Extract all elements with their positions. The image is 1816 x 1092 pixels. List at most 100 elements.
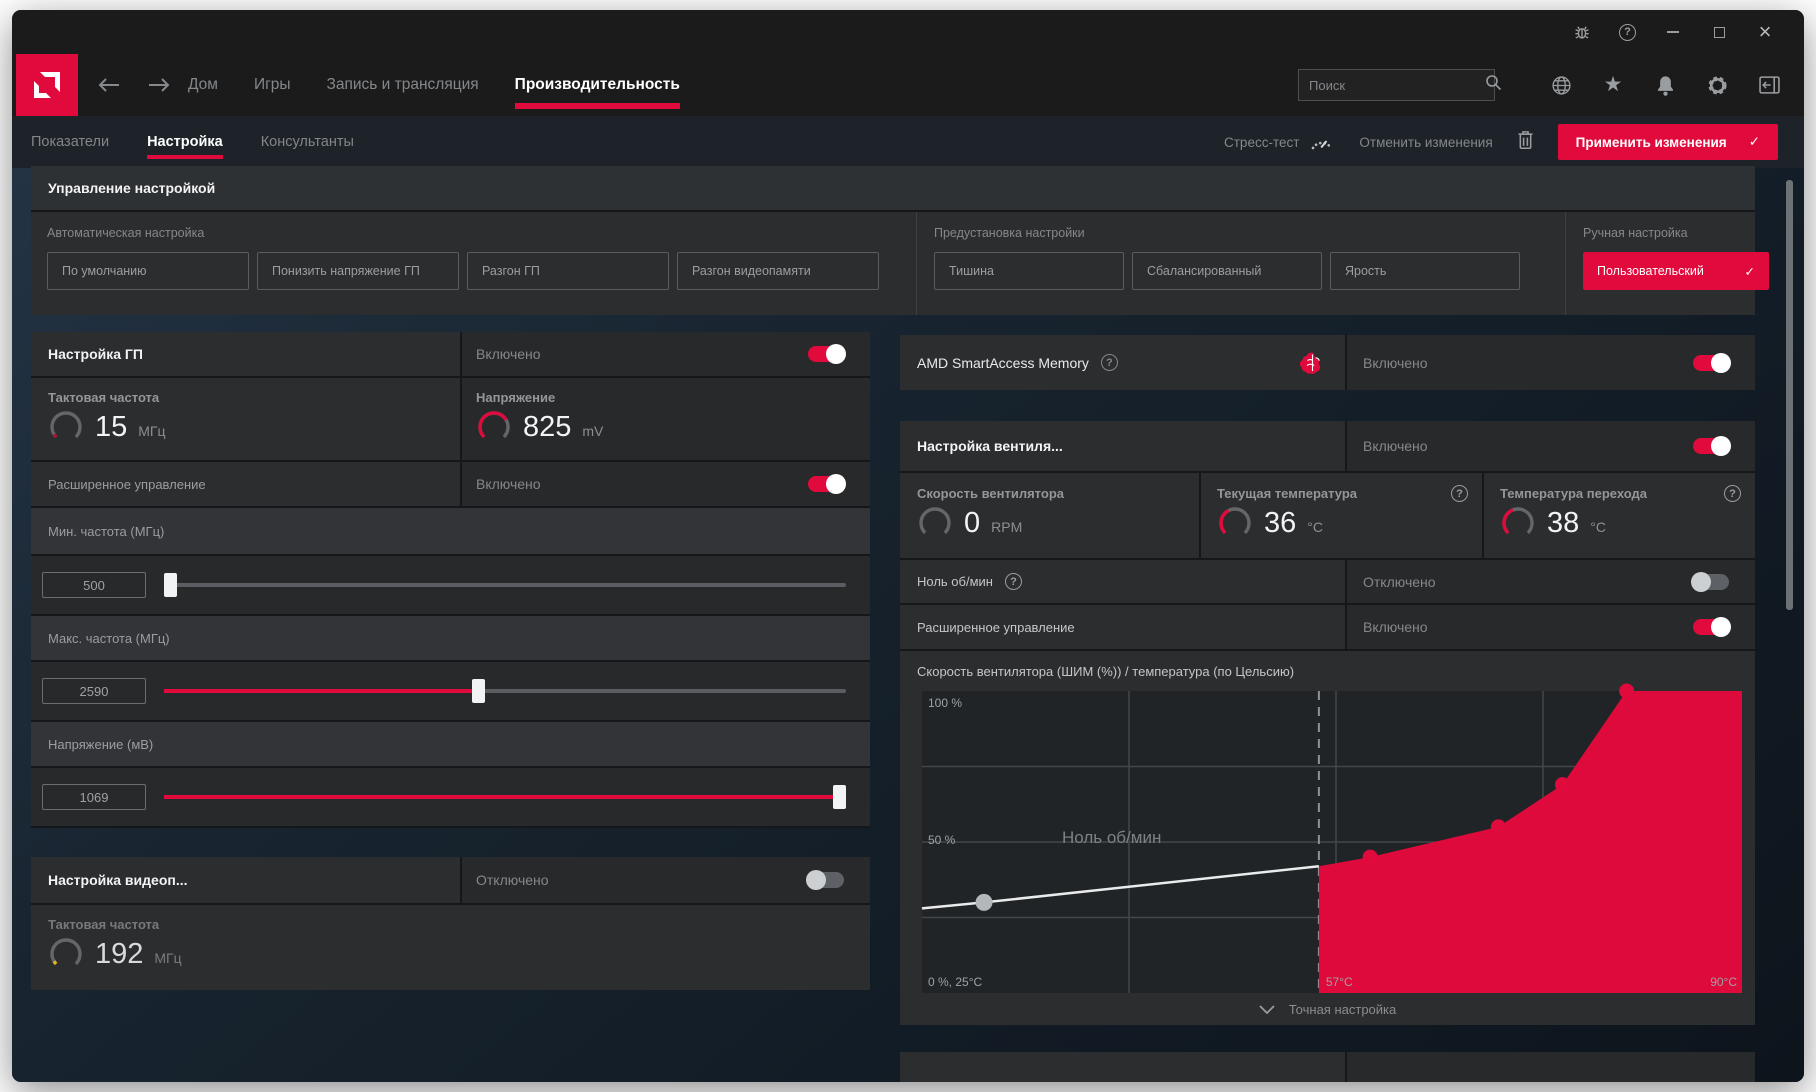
amd-radeon-logo[interactable] <box>16 54 78 116</box>
gpu-tuning-title: Настройка ГП <box>48 346 143 362</box>
smart-access-toggle[interactable] <box>1693 352 1731 373</box>
vram-tuning-toggle[interactable] <box>806 870 844 890</box>
zero-rpm-help-icon[interactable]: ? <box>1004 573 1022 590</box>
zero-rpm-label-cell: Ноль об/мин ? <box>900 560 1345 603</box>
gpu-advanced-status-cell: Включено <box>462 462 870 506</box>
minimize-button[interactable] <box>1664 23 1682 41</box>
search-icon[interactable] <box>1485 74 1502 96</box>
min-freq-label-row: Мин. частота (МГц) <box>31 508 870 554</box>
trash-icon[interactable] <box>1517 130 1534 155</box>
min-freq-slider[interactable] <box>164 573 846 597</box>
vram-status-cell: Отключено <box>462 857 870 903</box>
junction-temp-help-icon[interactable]: ? <box>1724 485 1741 502</box>
smart-access-help-icon[interactable]: ? <box>1100 354 1118 371</box>
main-tabs: Дом Игры Запись и трансляция Производите… <box>188 54 681 116</box>
title-bar: ? × <box>12 10 1804 54</box>
globe-icon[interactable] <box>1550 74 1572 96</box>
close-button[interactable]: × <box>1758 19 1772 44</box>
fan-tuning-toggle[interactable] <box>1693 436 1731 456</box>
gpu-voltage-cell: Напряжение 825 mV <box>462 378 870 460</box>
tab-games[interactable]: Игры <box>253 76 291 93</box>
current-temp-value: 36 <box>1264 506 1297 539</box>
tab-tuning[interactable]: Настройка <box>147 116 223 168</box>
max-freq-slider-handle[interactable] <box>471 679 485 703</box>
check-icon: ✓ <box>1744 264 1755 279</box>
tab-performance[interactable]: Производительность <box>514 54 681 116</box>
fine-tuning-bar[interactable]: Точная настройка <box>900 993 1755 1025</box>
bug-report-icon[interactable] <box>1573 23 1591 41</box>
zero-rpm-status: Отключено <box>1363 573 1436 590</box>
junction-temp-cell: Температура перехода ? 38 °C <box>1484 473 1755 558</box>
overclock-vram-button[interactable]: Разгон видеопамяти <box>677 252 879 290</box>
vram-clock-gauge-icon <box>50 938 82 966</box>
current-temp-gauge-icon <box>1219 507 1251 535</box>
sub-nav-actions: Стресс-тест Отменить изменения Применить… <box>1224 116 1778 168</box>
min-freq-input[interactable] <box>42 572 146 598</box>
gpu-advanced-toggle[interactable] <box>808 474 846 494</box>
stress-test-button[interactable]: Стресс-тест <box>1224 133 1335 151</box>
min-freq-slider-handle[interactable] <box>164 573 177 597</box>
gpu-advanced-label-cell: Расширенное управление <box>31 462 460 506</box>
manual-tuning-label: Ручная настройка <box>1583 226 1688 240</box>
fan-chart-title-row: Скорость вентилятора (ШИМ (%)) / темпера… <box>900 651 1755 691</box>
max-freq-input[interactable] <box>42 678 146 704</box>
zero-rpm-toggle[interactable] <box>1691 571 1729 592</box>
current-temp-label: Текущая температура <box>1217 486 1358 501</box>
fan-curve-svg[interactable] <box>921 683 1742 993</box>
max-freq-slider[interactable] <box>164 679 846 703</box>
vram-tuning-card: Настройка видеоп... Отключено Тактовая ч… <box>31 857 870 990</box>
next-card-row <box>900 1052 1755 1082</box>
next-card-left-cell <box>900 1052 1345 1082</box>
search-input[interactable] <box>1309 77 1485 93</box>
fan-curve-chart[interactable]: 100 % 50 % Ноль об/мин 0 %, 25°C 57°C 90… <box>921 683 1742 993</box>
current-temp-unit: °C <box>1307 519 1323 535</box>
y-tick-50: 50 % <box>928 833 956 847</box>
auto-tuning-section: Автоматическая настройка По умолчанию По… <box>31 212 917 315</box>
fan-status-cell: Включено <box>1347 421 1755 471</box>
custom-profile-label: Пользовательский <box>1597 264 1704 278</box>
performance-sub-nav: Показатели Настройка Консультанты Стресс… <box>12 116 1804 168</box>
collapse-panel-icon[interactable] <box>1758 74 1780 96</box>
zero-rpm-row: Ноль об/мин ? Отключено <box>900 560 1755 603</box>
gpu-advanced-label: Расширенное управление <box>48 476 206 492</box>
tab-metrics[interactable]: Показатели <box>31 134 110 150</box>
fan-advanced-toggle[interactable] <box>1693 617 1731 637</box>
current-temp-help-icon[interactable]: ? <box>1451 485 1468 502</box>
tab-record-stream[interactable]: Запись и трансляция <box>326 76 479 93</box>
fan-chart-plot-wrap: 100 % 50 % Ноль об/мин 0 %, 25°C 57°C 90… <box>900 683 1755 993</box>
forward-arrow-icon[interactable] <box>148 77 170 93</box>
y-tick-100: 100 % <box>928 696 963 710</box>
tab-home[interactable]: Дом <box>188 76 218 93</box>
rage-preset-button[interactable]: Ярость <box>1330 252 1520 290</box>
favorites-star-icon[interactable]: ★ <box>1603 73 1623 96</box>
tuning-control-header: Управление настройкой <box>31 166 1755 210</box>
zero-rpm-label: Ноль об/мин <box>917 574 993 589</box>
balanced-preset-button[interactable]: Сбалансированный <box>1132 252 1322 290</box>
scrollbar-thumb[interactable] <box>1786 180 1793 610</box>
fan-header-row: Настройка вентиля... Включено <box>900 421 1755 471</box>
preset-tuning-label: Предустановка настройки <box>934 226 1085 240</box>
main-nav-bar: Дом Игры Запись и трансляция Производите… <box>12 54 1804 116</box>
undervolt-gpu-button[interactable]: Понизить напряжение ГП <box>257 252 459 290</box>
apply-changes-button[interactable]: Применить изменения ✓ <box>1557 124 1778 160</box>
voltage-input[interactable] <box>42 784 146 810</box>
back-arrow-icon[interactable] <box>98 77 120 93</box>
quiet-preset-button[interactable]: Тишина <box>934 252 1124 290</box>
voltage-slider-handle[interactable] <box>833 785 846 809</box>
notifications-bell-icon[interactable] <box>1654 74 1676 96</box>
current-temp-cell: Текущая температура ? 36 °C <box>1201 473 1482 558</box>
gpu-tuning-status: Включено <box>476 346 541 362</box>
overclock-gpu-button[interactable]: Разгон ГП <box>467 252 669 290</box>
maximize-button[interactable] <box>1710 23 1728 41</box>
help-icon[interactable]: ? <box>1619 23 1636 41</box>
title-bar-icons: ? × <box>1573 10 1774 54</box>
custom-profile-button[interactable]: Пользовательский ✓ <box>1583 252 1769 290</box>
gpu-tuning-toggle[interactable] <box>808 344 846 364</box>
tab-advisors[interactable]: Консультанты <box>260 134 354 150</box>
settings-gear-icon[interactable] <box>1706 74 1728 96</box>
fan-tuning-title: Настройка вентиля... <box>917 438 1063 454</box>
undo-changes-button[interactable]: Отменить изменения <box>1359 135 1492 150</box>
min-freq-label: Мин. частота (МГц) <box>48 523 165 539</box>
voltage-slider[interactable] <box>164 785 846 809</box>
default-button[interactable]: По умолчанию <box>47 252 249 290</box>
